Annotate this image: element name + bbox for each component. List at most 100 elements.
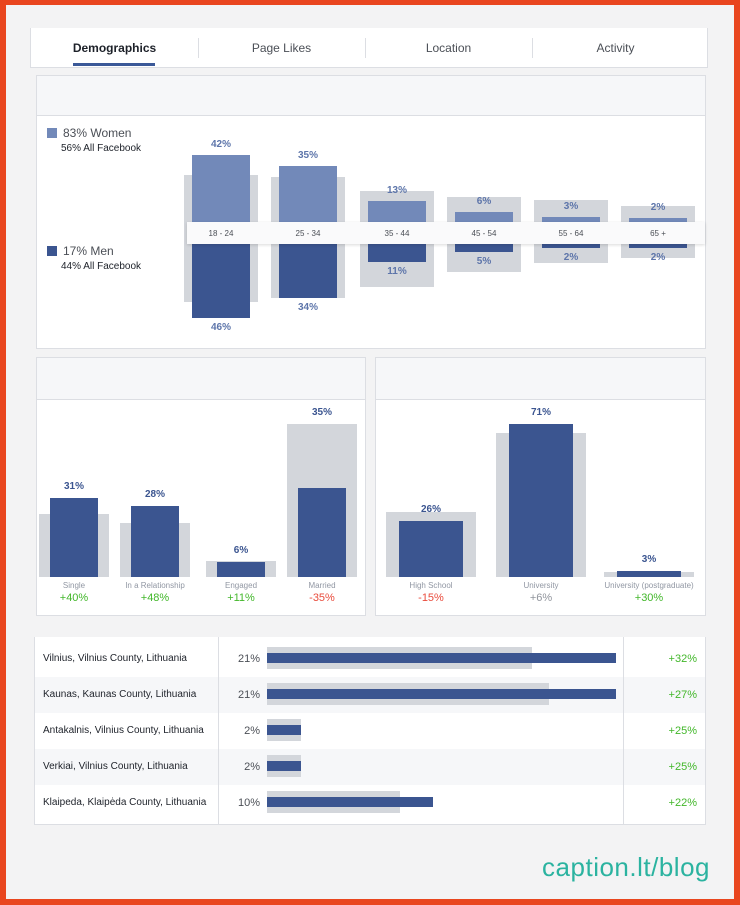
men-age-percent: 46% [210,321,231,333]
men-age-percent: 2% [563,252,579,263]
panel-header [376,358,705,400]
city-percent: 21% [237,653,260,665]
locations-table: Vilnius, Vilnius County, Lithuania 21% +32… [34,637,706,825]
city-name: Verkiai, Vilnius County, Lithuania [43,761,188,772]
men-age-bar [192,244,250,318]
value-label: 6% [233,544,249,556]
watermark: caption.lt/blog [542,852,710,882]
table-row: Klaipeda, Klaipėda County, Lithuania 10% +… [35,785,705,821]
column-divider [623,637,624,824]
age-range-label: 65 + [650,229,666,238]
age-range-label: 35 - 44 [384,229,410,238]
category-label: University (postgraduate) [604,581,694,590]
education-panel: 26% High School -15% 71% University +6% 3% Univ… [375,357,706,616]
women-age-bar [542,217,600,222]
tab-divider [198,38,199,58]
value-bar [267,653,616,663]
category-label: Engaged [224,581,258,590]
panel-header [37,76,705,116]
delta-label: -35% [309,592,335,604]
tab-divider [365,38,366,58]
value-label: 3% [641,553,657,565]
category-label: Single [62,581,86,590]
table-row: Kaunas, Kaunas County, Lithuania 21% +27% [35,677,705,713]
women-all-facebook: 56% All Facebook [61,143,142,154]
city-delta: +25% [668,761,697,773]
category-label: High School [409,581,453,590]
value-bar [267,689,616,699]
relationship-panel: 31% Single +40% 28% In a Relationship +48% 6% E… [36,357,366,616]
age-band [187,222,705,244]
city-name: Antakalnis, Vilnius County, Lithuania [43,725,204,736]
tab-page-likes[interactable]: Page Likes [251,41,312,55]
delta-label: +30% [634,592,664,604]
women-swatch [47,128,57,138]
panel-header [37,358,365,400]
category-label: University [523,581,559,590]
city-delta: +22% [668,797,697,809]
delta-label: +11% [227,592,255,604]
value-bar [298,487,346,577]
gender-age-panel: 83% Women 56% All Facebook 17% Men 44% A… [36,75,706,349]
table-row: Vilnius, Vilnius County, Lithuania 21% +32… [35,641,705,677]
men-age-percent: 34% [297,302,318,314]
city-percent: 21% [237,689,260,701]
city-percent: 10% [237,797,260,809]
value-label: 31% [63,480,84,492]
men-age-bar [368,244,426,262]
men-swatch [47,246,57,256]
value-label: 26% [420,504,441,516]
value-label: 71% [530,407,551,419]
age-range-label: 25 - 34 [295,229,321,238]
city-delta: +25% [668,725,697,737]
delta-label: -15% [418,592,444,604]
tab-location[interactable]: Location [425,41,472,55]
city-name: Vilnius, Vilnius County, Lithuania [43,653,187,664]
delta-label: +48% [140,592,170,604]
women-age-bar [368,201,426,222]
delta-label: +6% [529,592,553,604]
men-label: 17% Men [63,244,114,258]
tab-demographics[interactable]: Demographics [72,41,157,55]
table-row: Verkiai, Vilnius County, Lithuania 2% +25% [35,749,705,785]
women-age-percent: 35% [297,150,318,161]
category-label: In a Relationship [125,581,185,590]
city-delta: +27% [668,689,697,701]
value-bar [399,521,463,577]
age-range-label: 18 - 24 [208,229,234,238]
women-age-percent: 13% [386,185,407,197]
men-age-bar [279,244,337,299]
value-bar [267,761,301,771]
table-row: Antakalnis, Vilnius County, Lithuania 2% +… [35,713,705,749]
women-age-bar [279,166,337,222]
women-age-percent: 3% [563,201,579,213]
value-bar [509,424,573,577]
value-bar [267,797,433,807]
city-name: Klaipeda, Klaipėda County, Lithuania [43,797,207,808]
delta-label: +40% [59,592,89,604]
city-percent: 2% [244,725,260,737]
tab-activity[interactable]: Activity [596,41,635,55]
value-bar [267,725,301,735]
city-delta: +32% [668,653,697,665]
men-age-percent: 11% [387,265,407,277]
men-age-bar [455,244,513,252]
men-all-facebook: 44% All Facebook [61,261,142,272]
tab-divider [532,38,533,58]
value-label: 35% [311,407,332,418]
women-age-percent: 6% [476,196,492,208]
tab-bar: Demographics Page Likes Location Activit… [30,28,708,68]
women-age-percent: 2% [650,202,666,213]
column-divider [218,637,219,824]
age-range-label: 45 - 54 [471,229,497,238]
value-bar [617,570,681,577]
city-percent: 2% [244,761,260,773]
value-bar [131,505,179,577]
value-bar [217,561,265,577]
women-age-percent: 42% [210,138,231,150]
active-tab-indicator [73,63,155,66]
men-age-percent: 2% [650,252,666,263]
men-age-bar [542,244,600,248]
value-bar [50,497,98,577]
value-label: 28% [144,488,165,500]
